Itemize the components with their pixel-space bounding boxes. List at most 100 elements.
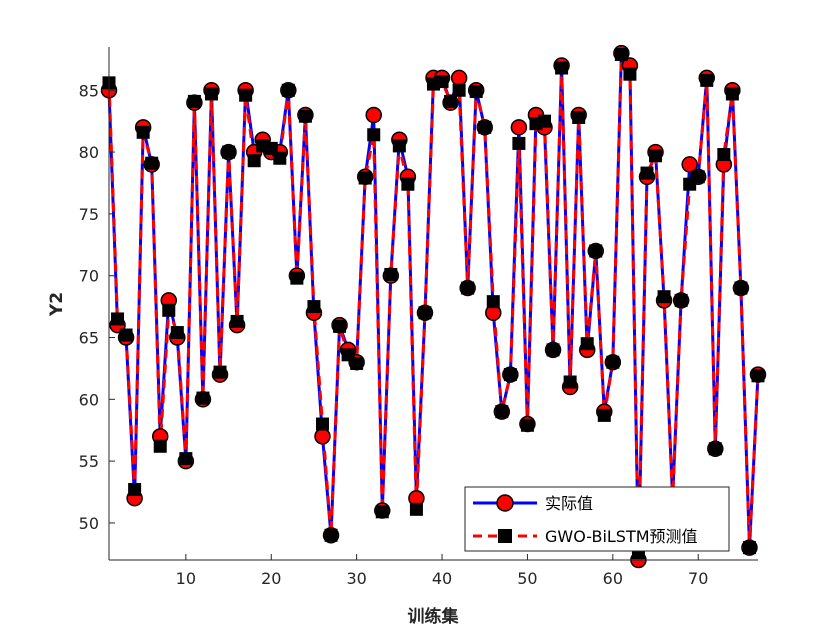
predicted-point (623, 67, 637, 81)
axes (108, 47, 758, 561)
predicted-point (247, 154, 261, 168)
predicted-point (367, 128, 381, 142)
actual-point (681, 156, 698, 173)
legend-entry-predicted: GWO-BiLSTM预测值 (473, 527, 698, 546)
y-tick-label: 55 (79, 452, 99, 471)
x-tick-label: 60 (603, 569, 623, 588)
legend-label-actual: 实际值 (545, 494, 593, 513)
y-axis-ticks: 50 55 60 65 70 75 80 85 (79, 81, 115, 533)
predicted-point (435, 75, 449, 89)
predicted-point (546, 343, 560, 357)
y-tick-label: 60 (79, 390, 99, 409)
predicted-point (264, 141, 278, 155)
y-tick-label: 50 (79, 514, 99, 533)
predicted-point (700, 73, 714, 87)
predicted-point (674, 293, 688, 307)
predicted-point (230, 314, 244, 328)
legend-marker-predicted (498, 529, 512, 543)
predicted-point (572, 110, 586, 124)
predicted-point (486, 295, 500, 309)
predicted-point (170, 326, 184, 340)
predicted-point (614, 47, 628, 61)
actual-point (365, 106, 382, 124)
predicted-point (187, 94, 201, 108)
predicted-point (478, 120, 492, 134)
predicted-point (196, 391, 210, 405)
predicted-point (213, 365, 227, 379)
predicted-point (162, 303, 176, 317)
predicted-point (512, 136, 526, 150)
y-tick-label: 75 (79, 205, 99, 224)
predicted-point (307, 300, 321, 314)
predicted-point (128, 483, 142, 497)
actual-point (450, 69, 468, 87)
predicted-point (742, 541, 756, 555)
predicted-point (461, 281, 475, 295)
legend-marker-actual (496, 494, 514, 512)
predicted-point (315, 417, 329, 431)
predicted-point (555, 61, 569, 75)
predicted-point (384, 267, 398, 281)
predicted-point (503, 368, 517, 382)
predicted-point (444, 94, 458, 108)
x-tick-label: 50 (517, 569, 537, 588)
predicted-point (409, 502, 423, 516)
y-tick-label: 80 (79, 143, 99, 162)
predicted-point (691, 170, 705, 184)
predicted-point (358, 171, 372, 185)
legend-entry-actual: 实际值 (473, 494, 593, 513)
predicted-point (751, 369, 765, 383)
predicted-point (333, 319, 347, 333)
predicted-point (717, 148, 731, 162)
predicted-point (239, 88, 253, 102)
predicted-point (657, 290, 671, 304)
predicted-point (606, 355, 620, 369)
predicted-point (418, 306, 432, 320)
predicted-point (204, 87, 218, 101)
predicted-point (469, 85, 483, 99)
actual-point (510, 119, 528, 136)
predicted-point (273, 151, 287, 165)
x-tick-label: 20 (261, 569, 281, 588)
series-layer (100, 44, 767, 569)
predicted-point (734, 281, 748, 295)
predicted-point (725, 87, 739, 101)
predicted-point (119, 328, 133, 342)
actual-point (314, 428, 331, 445)
y-tick-label: 85 (79, 81, 99, 100)
predicted-point (145, 156, 159, 170)
predicted-point (649, 149, 663, 163)
x-axis-ticks: 10 20 30 40 50 60 70 (176, 554, 708, 588)
predicted-point (580, 337, 594, 351)
x-tick-label: 40 (432, 569, 452, 588)
legend: 实际值 GWO-BiLSTM预测值 (464, 486, 730, 552)
x-tick-label: 70 (688, 569, 708, 588)
x-tick-label: 30 (346, 569, 366, 588)
predicted-point (153, 439, 167, 453)
predicted-point (401, 177, 415, 191)
predicted-point (708, 442, 722, 456)
x-axis-label: 训练集 (408, 606, 460, 627)
legend-label-predicted: GWO-BiLSTM预测值 (545, 527, 698, 546)
predicted-point (597, 408, 611, 422)
predicted-point (640, 166, 654, 180)
predicted-point (111, 312, 125, 326)
predicted-point (563, 375, 577, 389)
x-tick-label: 10 (176, 569, 196, 588)
predicted-point (179, 452, 193, 466)
predicted-point (495, 405, 509, 419)
predicted-point (281, 83, 295, 97)
predicted-point (589, 244, 603, 258)
predicted-point (324, 528, 338, 542)
predicted-point (136, 125, 150, 139)
predicted-point (392, 139, 406, 153)
predicted-point (298, 109, 312, 123)
y-tick-label: 70 (79, 267, 99, 286)
predicted-point (452, 83, 466, 97)
y-tick-label: 65 (79, 328, 99, 347)
predicted-point (538, 114, 552, 128)
predicted-point (375, 505, 389, 519)
predicted-point (520, 418, 534, 432)
predicted-point (290, 271, 304, 285)
